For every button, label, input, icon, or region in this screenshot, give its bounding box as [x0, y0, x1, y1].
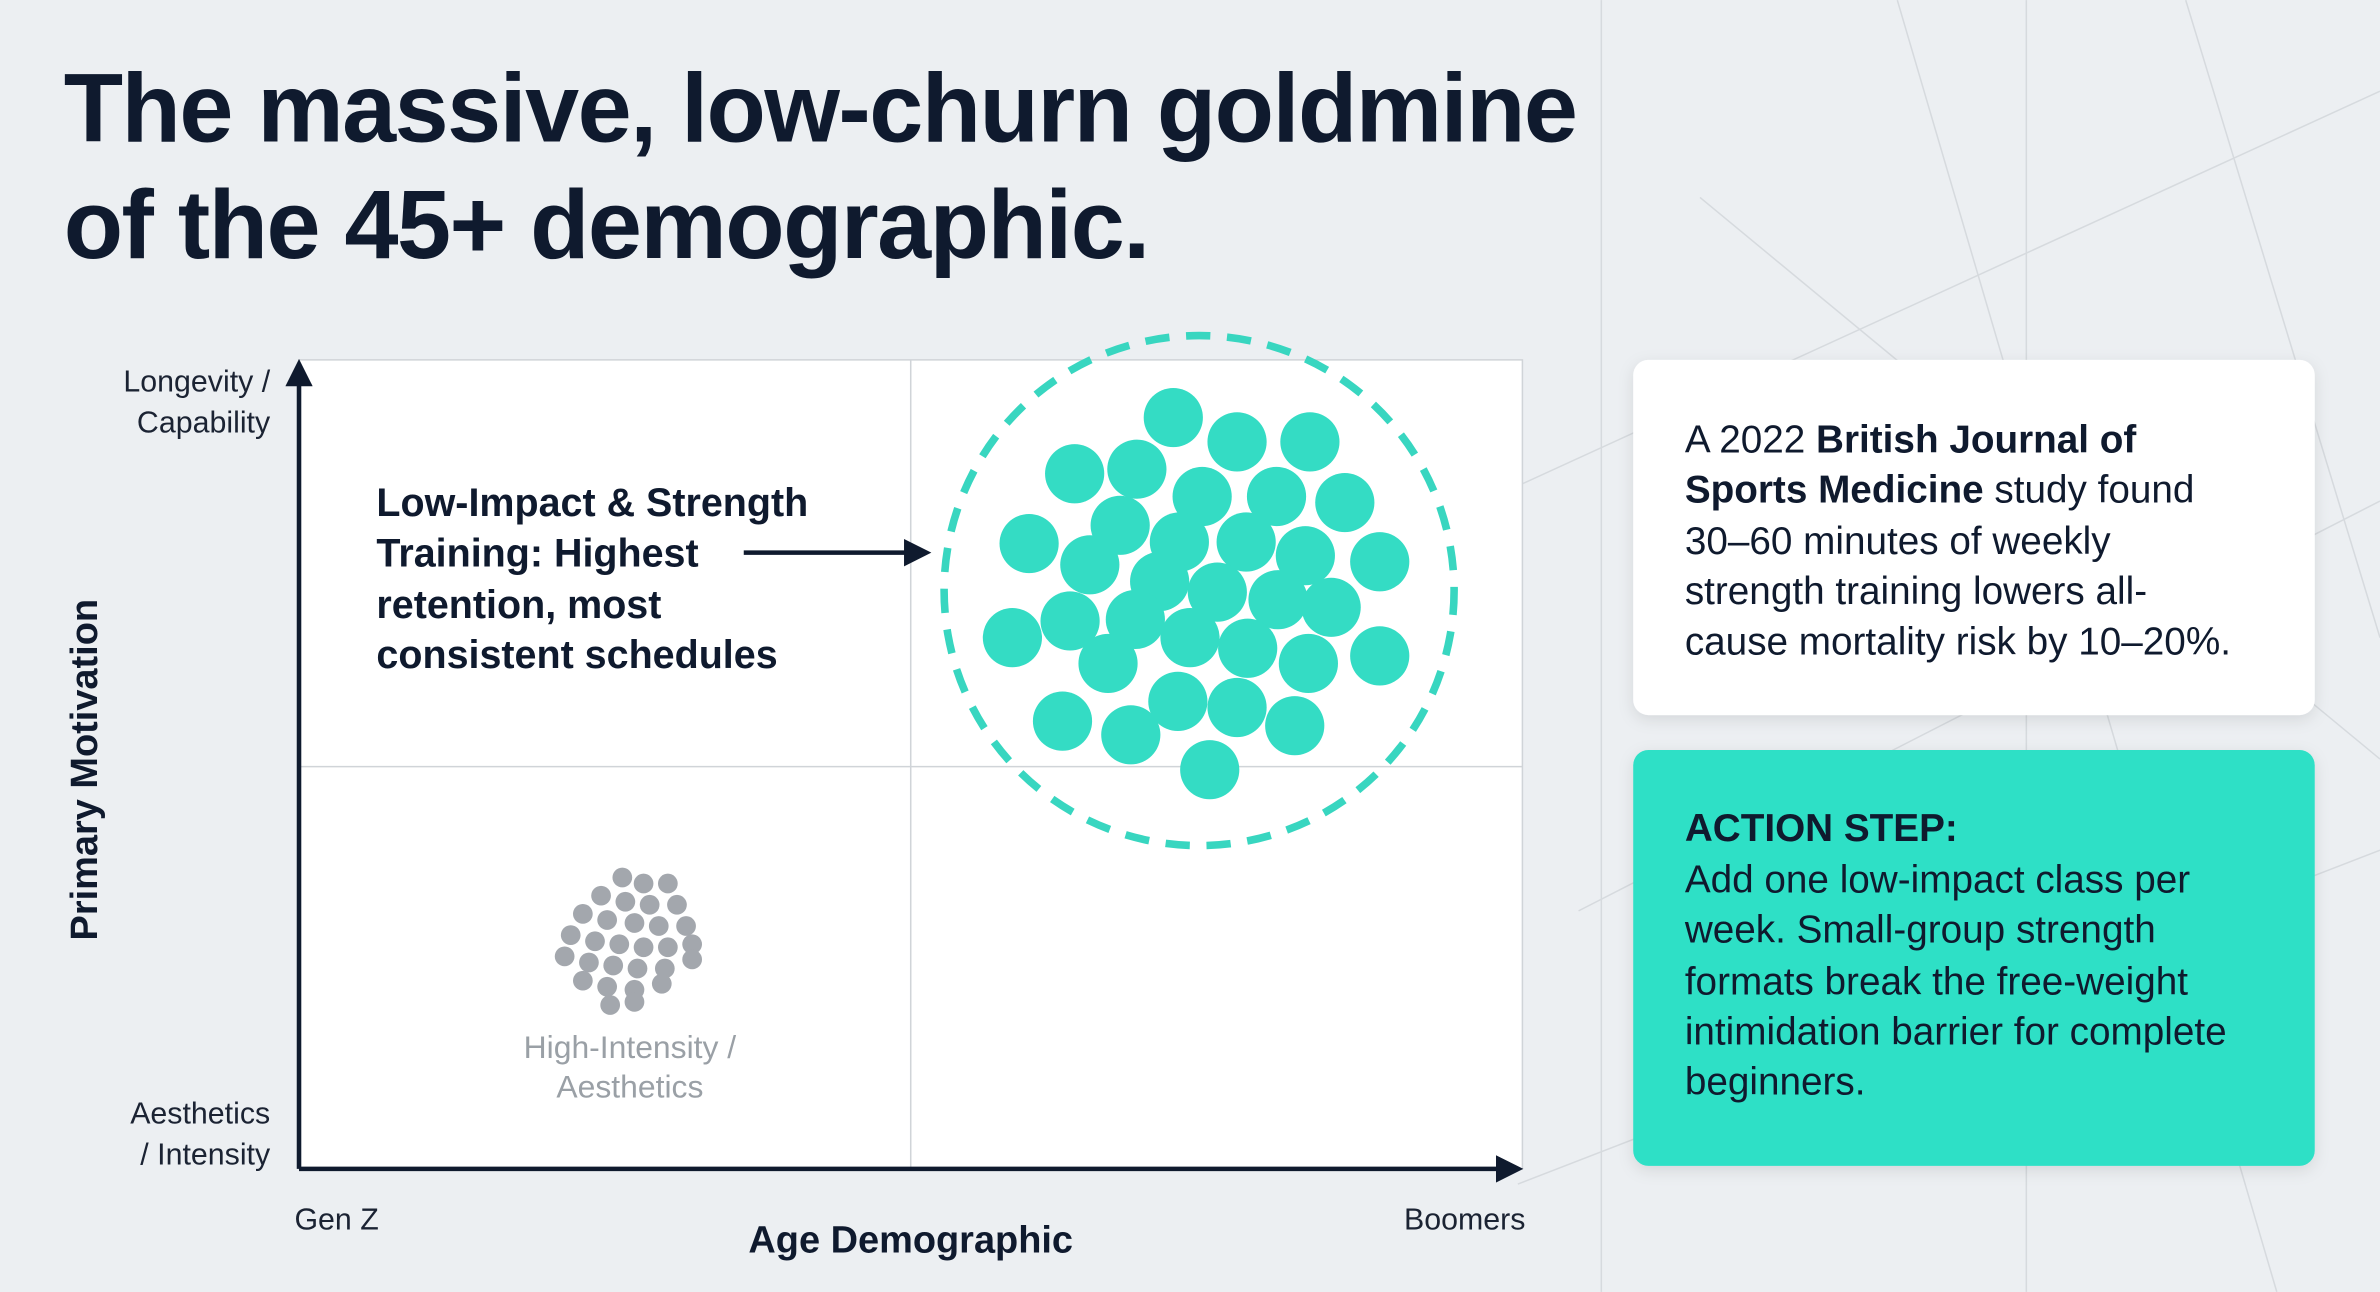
dot: [1107, 439, 1167, 499]
study-line: strength training lowers all-: [1685, 570, 2147, 613]
dot: [1265, 696, 1325, 756]
dot: [682, 934, 703, 955]
dot: [682, 949, 703, 970]
dot: [1032, 691, 1093, 751]
text: A 2022: [1685, 418, 1816, 461]
cluster-ring: [940, 331, 1458, 850]
study-line: Sports Medicine study found: [1685, 469, 2195, 512]
y-bottom-label: / Intensity: [140, 1138, 271, 1171]
study-line: cause mortality risk by 10–20%.: [1685, 620, 2231, 663]
dot: [1350, 532, 1410, 592]
y-axis-title: Primary Motivation: [64, 599, 106, 941]
dot: [1078, 633, 1138, 694]
dot: [1278, 633, 1338, 694]
action-line: formats break the free-weight: [1685, 960, 2188, 1003]
study-card: [1633, 359, 2315, 716]
dot: [612, 867, 633, 888]
dot: [1280, 412, 1340, 472]
dot: [624, 992, 645, 1012]
dot: [579, 952, 599, 973]
x-axis-title: Age Demographic: [748, 1219, 1073, 1261]
action-heading: ACTION STEP:: [1685, 807, 1958, 850]
dot: [676, 916, 696, 936]
callout-line: Training: Highest: [376, 531, 698, 575]
dot: [585, 931, 605, 952]
dot: [1060, 535, 1120, 595]
action-line: week. Small-group strength: [1684, 909, 2156, 952]
callout-line: retention, most: [376, 583, 661, 627]
dot: [560, 925, 581, 946]
study-line: 30–60 minutes of weekly: [1685, 520, 2111, 563]
dot: [1207, 412, 1267, 472]
study-line: A 2022 British Journal of: [1685, 418, 2137, 461]
dot: [999, 513, 1059, 574]
dot: [1172, 466, 1232, 527]
cluster-label: High-Intensity /: [524, 1029, 737, 1065]
dot: [633, 873, 654, 894]
dot: [1143, 387, 1203, 448]
teal-cluster: [982, 387, 1410, 800]
dot: [1216, 512, 1276, 572]
action-card: [1633, 749, 2315, 1166]
callout-line: Low-Impact & Strength: [376, 481, 808, 525]
dot: [572, 970, 593, 991]
dot: [591, 885, 611, 906]
dot: [609, 934, 630, 955]
dot: [1101, 705, 1161, 765]
source: Sports Medicine: [1685, 469, 1984, 512]
source: British Journal of: [1816, 418, 2136, 461]
dot: [1301, 577, 1361, 637]
dot: [627, 958, 648, 979]
dot: [572, 904, 593, 924]
dot: [648, 916, 669, 936]
dot: [651, 973, 672, 994]
dot: [1045, 444, 1105, 504]
dot: [1315, 472, 1375, 533]
dot: [600, 995, 621, 1015]
dot: [1040, 591, 1100, 651]
dot: [624, 913, 645, 933]
callout-line: consistent schedules: [376, 633, 777, 677]
dot: [1160, 608, 1220, 668]
dot: [982, 608, 1043, 668]
dot: [1187, 562, 1247, 622]
cluster-label: Aesthetics: [556, 1069, 703, 1105]
y-top-label: Capability: [137, 407, 271, 440]
dot: [667, 894, 687, 915]
action-line: beginners.: [1685, 1061, 1866, 1104]
dot: [654, 958, 675, 979]
title-line: of the 45+ demographic.: [64, 170, 1149, 279]
dot: [1180, 740, 1240, 800]
action-line: Add one low-impact class per: [1685, 859, 2190, 902]
dot: [1207, 677, 1267, 738]
dot: [554, 946, 575, 967]
dot: [1350, 626, 1410, 686]
dot: [1248, 570, 1308, 630]
dot: [1246, 466, 1307, 527]
dot: [1275, 526, 1335, 586]
x-left-label: Gen Z: [294, 1204, 378, 1237]
dot: [657, 937, 678, 958]
text: study found: [1984, 469, 2195, 512]
y-bottom-label: Aesthetics: [130, 1097, 270, 1130]
dot: [639, 894, 660, 915]
dot: [615, 891, 636, 912]
dot: [597, 976, 618, 997]
action-line: intimidation barrier for complete: [1685, 1010, 2227, 1053]
dot: [633, 937, 654, 958]
dot: [597, 910, 618, 930]
y-top-label: Longevity /: [123, 366, 270, 399]
dot: [603, 955, 624, 976]
dot: [1218, 618, 1278, 678]
title-line: The massive, low-churn goldmine: [64, 53, 1577, 162]
dot: [1105, 589, 1165, 650]
x-right-label: Boomers: [1404, 1204, 1525, 1237]
grey-cluster: [554, 867, 703, 1015]
dot: [657, 873, 678, 894]
dot: [1148, 671, 1208, 731]
